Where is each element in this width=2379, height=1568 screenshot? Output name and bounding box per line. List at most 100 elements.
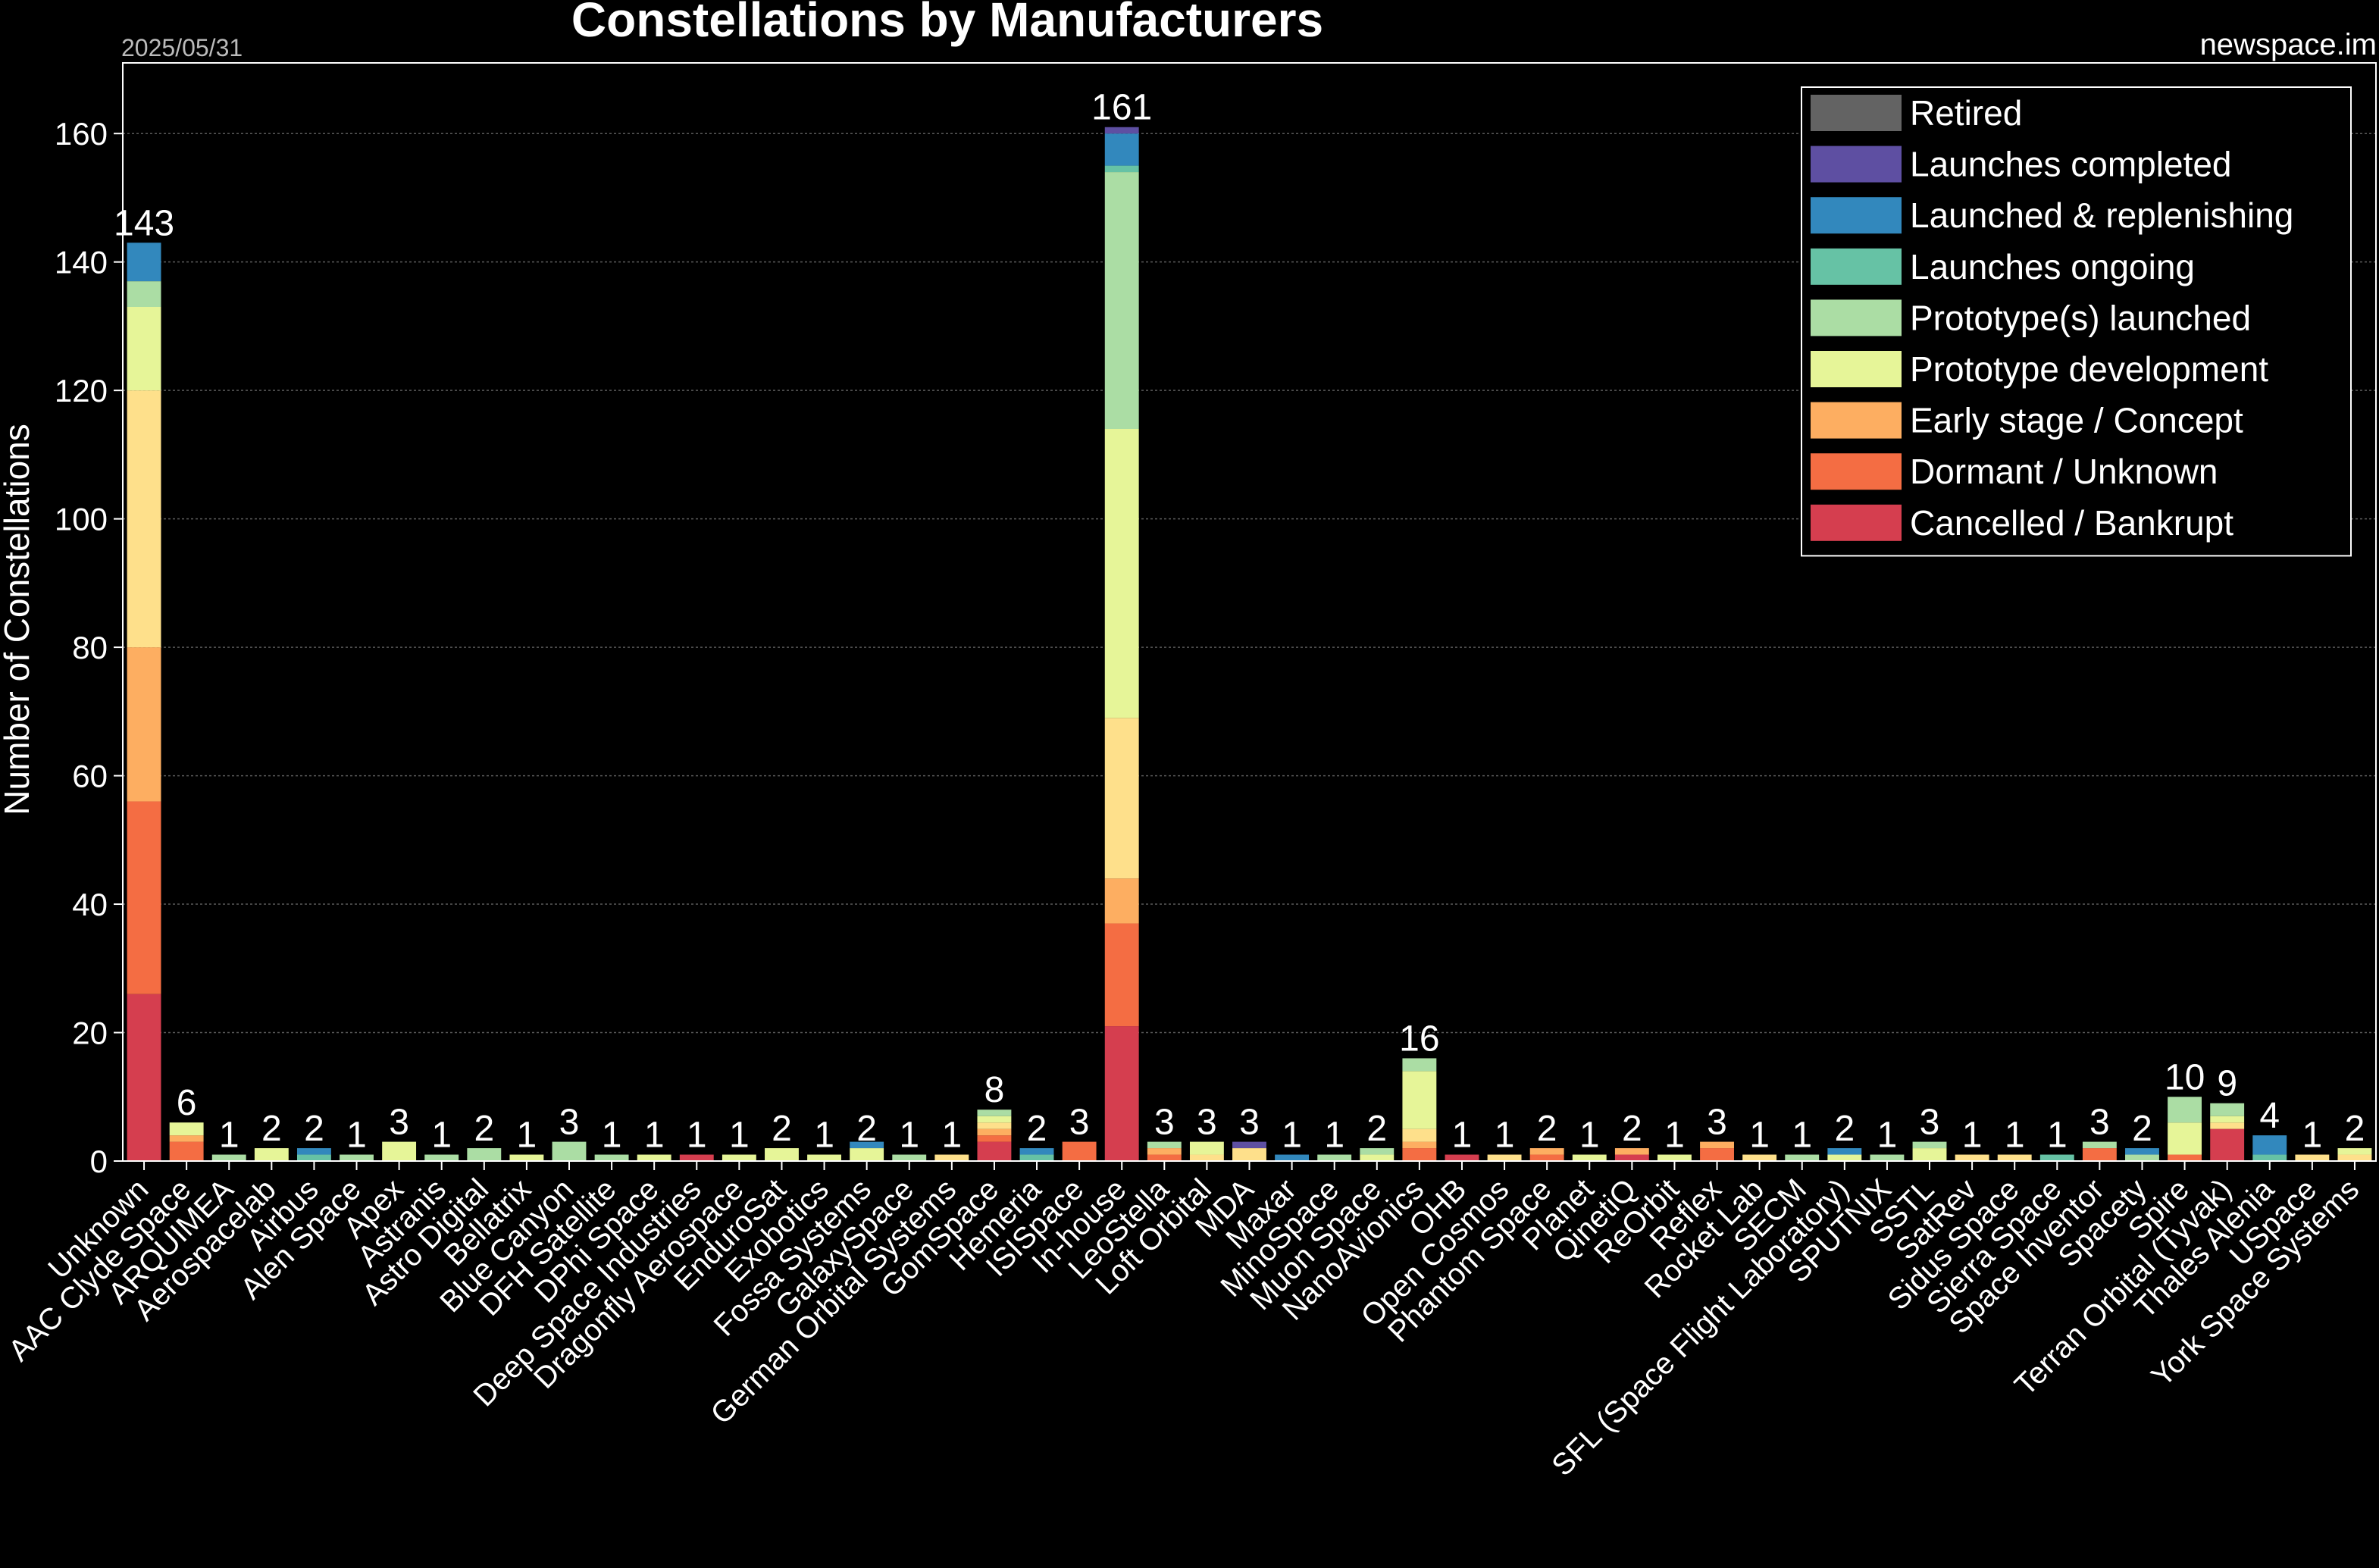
bar-segment bbox=[211, 1154, 246, 1161]
bar-total-label: 3 bbox=[389, 1103, 409, 1143]
bar-segment bbox=[1402, 1058, 1437, 1072]
bar-total-label: 161 bbox=[1091, 88, 1152, 128]
bar-segment bbox=[2337, 1154, 2372, 1161]
bar-total-label: 3 bbox=[1154, 1103, 1175, 1143]
bar-segment bbox=[2210, 1103, 2245, 1116]
bar-segment bbox=[977, 1141, 1012, 1161]
legend-swatch bbox=[1811, 197, 1902, 234]
bar-total-label: 143 bbox=[114, 203, 174, 243]
bar-segment bbox=[296, 1148, 331, 1155]
legend: Retired Launches completed Launched & repl… bbox=[1801, 86, 2352, 557]
bar-segment bbox=[340, 1154, 374, 1161]
bar-total-label: 1 bbox=[1749, 1116, 1770, 1156]
bar-segment bbox=[1275, 1154, 1310, 1161]
bar-segment bbox=[2082, 1148, 2117, 1161]
bar-total-label: 1 bbox=[219, 1116, 239, 1156]
y-tick-label: 40 bbox=[72, 887, 108, 922]
bar-segment bbox=[1062, 1141, 1097, 1161]
bar-segment bbox=[127, 801, 161, 994]
bar-segment bbox=[1657, 1154, 1692, 1161]
bar-segment bbox=[1827, 1148, 1862, 1155]
legend-label: Retired bbox=[1910, 93, 2022, 133]
bar-segment bbox=[2168, 1154, 2202, 1161]
bar-segment bbox=[2125, 1148, 2159, 1155]
y-tick-label: 100 bbox=[55, 502, 108, 537]
bar-total-label: 2 bbox=[1622, 1109, 1642, 1149]
y-tick-label: 140 bbox=[55, 245, 108, 280]
bar-segment bbox=[1104, 127, 1139, 134]
bar-segment bbox=[1104, 133, 1139, 166]
bar-segment bbox=[169, 1141, 204, 1161]
y-tick-label: 0 bbox=[90, 1144, 108, 1179]
bar-total-label: 1 bbox=[2302, 1116, 2323, 1156]
legend-label: Launches completed bbox=[1910, 145, 2232, 184]
bar-total-label: 1 bbox=[1962, 1116, 1983, 1156]
bar-total-label: 4 bbox=[2259, 1096, 2280, 1136]
bar-segment bbox=[1019, 1154, 1054, 1161]
bar-total-label: 1 bbox=[1664, 1116, 1685, 1156]
bar-segment bbox=[169, 1135, 204, 1142]
bar-segment bbox=[1529, 1148, 1564, 1155]
bar-segment bbox=[1189, 1141, 1224, 1155]
bar-segment bbox=[127, 647, 161, 802]
date-label: 2025/05/31 bbox=[121, 34, 243, 61]
bar-total-label: 16 bbox=[1399, 1019, 1439, 1059]
legend-swatch bbox=[1811, 351, 1902, 387]
bar-segment bbox=[1104, 718, 1139, 879]
legend-label: Dormant / Unknown bbox=[1910, 452, 2218, 491]
legend-swatch bbox=[1811, 95, 1902, 131]
bar-segment bbox=[1147, 1154, 1182, 1161]
bar-segment bbox=[850, 1141, 884, 1149]
bar-segment bbox=[127, 994, 161, 1161]
bar-segment bbox=[722, 1154, 756, 1161]
legend-label: Early stage / Concept bbox=[1910, 401, 2243, 440]
bar-segment bbox=[552, 1141, 587, 1161]
bar-segment bbox=[2039, 1154, 2074, 1161]
bar-segment bbox=[382, 1141, 417, 1161]
bar-total-label: 1 bbox=[941, 1116, 962, 1156]
legend-swatch bbox=[1811, 402, 1902, 439]
bar-segment bbox=[850, 1148, 884, 1161]
bar-segment bbox=[679, 1154, 714, 1161]
y-tick-label: 20 bbox=[72, 1016, 108, 1051]
bar-segment bbox=[1147, 1141, 1182, 1149]
bar-segment bbox=[977, 1128, 1012, 1136]
bar-segment bbox=[1827, 1154, 1862, 1161]
y-axis: 0 20 40 60 80 100 120 140 160 bbox=[55, 116, 123, 1179]
legend-label: Launches ongoing bbox=[1910, 247, 2195, 286]
bar-segment bbox=[977, 1109, 1012, 1116]
bar-segment bbox=[2252, 1154, 2287, 1161]
bar-segment bbox=[1912, 1148, 1947, 1161]
bar-total-label: 1 bbox=[1452, 1116, 1473, 1156]
bar-segment bbox=[1104, 923, 1139, 1027]
bar-segment bbox=[296, 1154, 331, 1161]
bar-segment bbox=[169, 1122, 204, 1136]
bar-segment bbox=[1402, 1141, 1437, 1149]
bar-segment bbox=[2210, 1122, 2245, 1129]
bar-segment bbox=[977, 1116, 1012, 1123]
bar-total-label: 2 bbox=[261, 1109, 282, 1149]
bar-total-label: 2 bbox=[1027, 1109, 1047, 1149]
bar-total-label: 2 bbox=[2345, 1109, 2365, 1149]
bar-segment bbox=[1402, 1071, 1437, 1129]
y-tick-label: 160 bbox=[55, 116, 108, 152]
bar-segment bbox=[594, 1154, 629, 1161]
bar-total-label: 1 bbox=[2047, 1116, 2068, 1156]
bar-segment bbox=[1104, 165, 1139, 173]
bar-total-label: 1 bbox=[1495, 1116, 1515, 1156]
bar-segment bbox=[1189, 1154, 1224, 1161]
bar-segment bbox=[1147, 1148, 1182, 1155]
bar-segment bbox=[467, 1148, 502, 1161]
y-tick-label: 120 bbox=[55, 373, 108, 408]
bar-total-label: 1 bbox=[687, 1116, 707, 1156]
bar-segment bbox=[2210, 1116, 2245, 1123]
bar-segment bbox=[1104, 172, 1139, 430]
bar-total-label: 10 bbox=[2165, 1057, 2205, 1097]
bar-total-label: 1 bbox=[814, 1116, 834, 1156]
bar-total-label: 2 bbox=[2132, 1109, 2152, 1149]
bar-segment bbox=[127, 243, 161, 282]
bar-total-label: 3 bbox=[1239, 1103, 1260, 1143]
bar-total-label: 1 bbox=[644, 1116, 665, 1156]
